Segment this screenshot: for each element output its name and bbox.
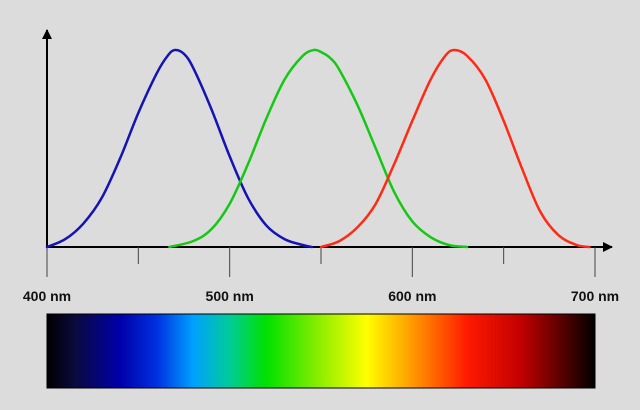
x-tick-label-500: 500 nm [206,288,254,304]
x-tick-label-400: 400 nm [23,288,71,304]
red-cone-curve [319,48,591,249]
x-axis-ticks [46,247,596,277]
x-tick-label-600: 600 nm [388,288,436,304]
sensitivity-curves [45,48,591,249]
x-tick-label-700: 700 nm [571,288,619,304]
green-cone-curve [168,48,469,249]
x-tick-labels: 400 nm 500 nm 600 nm 700 nm [23,288,619,304]
blue-cone-curve [45,48,314,249]
visible-spectrum-bar [46,313,596,389]
